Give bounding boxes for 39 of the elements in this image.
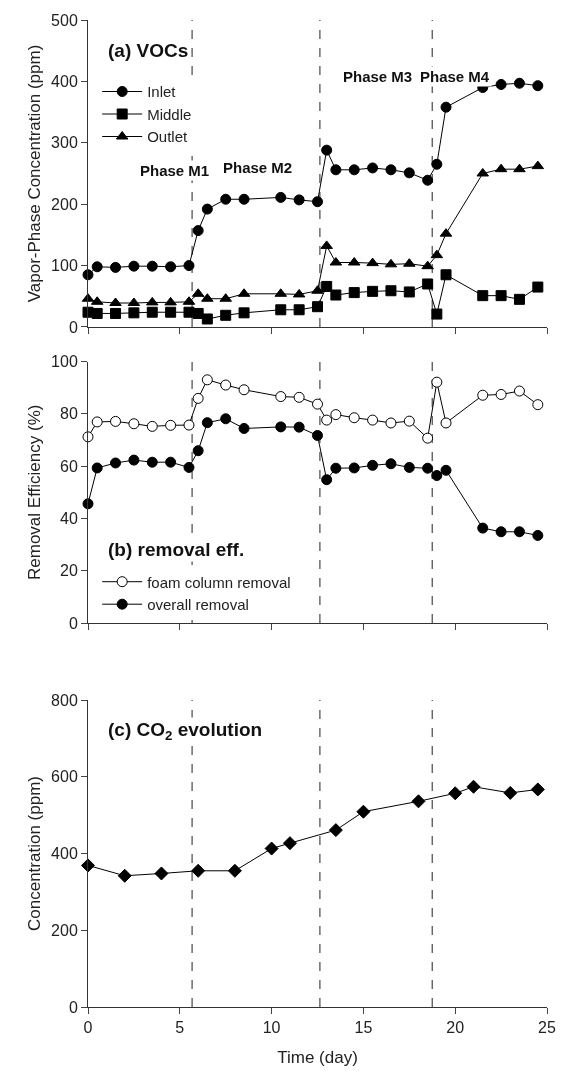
y-tick-label: 200 (51, 921, 78, 939)
text: (a) VOCs (108, 40, 189, 61)
annotation: Phase M1 (140, 162, 210, 179)
x-tick-label: 5 (175, 1019, 185, 1037)
x-axis-title: Time (day) (277, 1047, 358, 1067)
text: (c) CO$_{2}$ evolution (108, 719, 263, 743)
annotation: Phase M4 (420, 68, 490, 85)
legend-label: Inlet (147, 83, 177, 101)
y-tick-label: 80 (60, 405, 78, 423)
y-tick-label: 500 (51, 11, 78, 29)
y-tick-label: 20 (60, 562, 78, 580)
y-tick-label: 300 (51, 134, 78, 152)
y-tick-label: 400 (51, 72, 78, 90)
y-tick-label: 800 (51, 691, 78, 709)
legend-label: Middle (147, 105, 192, 123)
annotation: Phase M2 (223, 159, 293, 176)
legend-label: overall removal (147, 596, 249, 614)
y-tick-label: 60 (60, 457, 78, 475)
x-tick-label: 25 (538, 1019, 556, 1037)
legend-label: foam column removal (147, 573, 291, 591)
text: (b) removal eff. (108, 539, 245, 560)
annotation: Phase M3 (343, 68, 413, 85)
x-tick-label: 0 (83, 1019, 93, 1037)
y-tick-label: 100 (51, 353, 78, 371)
legend-label: Outlet (147, 128, 189, 146)
y-axis-title: Removal Efficiency (%) (24, 404, 44, 580)
y-tick-label: 0 (68, 318, 78, 336)
y-tick-label: 0 (68, 998, 78, 1016)
x-tick-label: 20 (446, 1019, 465, 1037)
y-tick-label: 0 (68, 614, 78, 632)
y-axis-title: Vapor-Phase Concentration (ppm) (24, 44, 44, 303)
x-tick-label: 10 (262, 1019, 281, 1037)
y-tick-label: 400 (51, 845, 78, 863)
x-tick-label: 15 (354, 1019, 373, 1037)
y-tick-label: 40 (60, 510, 78, 528)
y-tick-label: 100 (51, 257, 78, 275)
y-axis-title: Concentration (ppm) (24, 776, 44, 932)
y-tick-label: 200 (51, 195, 78, 213)
y-tick-label: 600 (51, 768, 78, 786)
